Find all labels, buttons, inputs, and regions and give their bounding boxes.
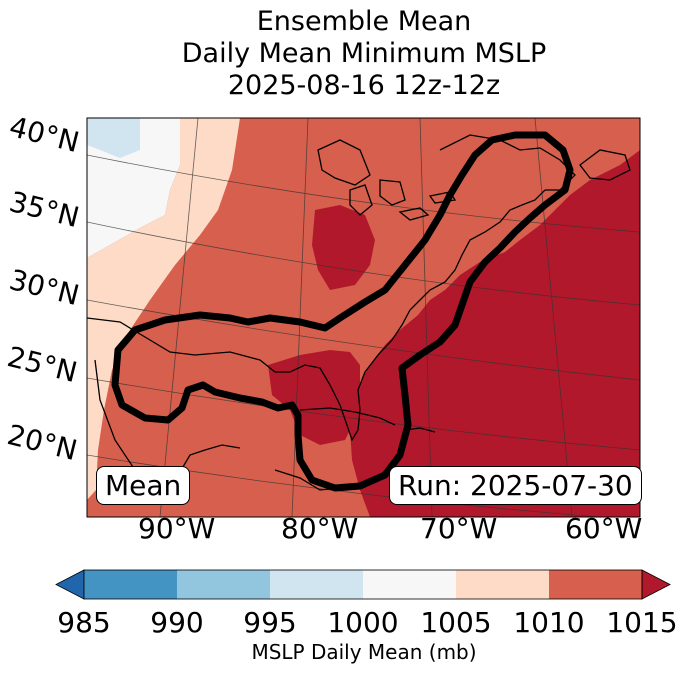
- mean-badge: Mean: [96, 466, 191, 505]
- colorbar-tick-1015: 1015: [606, 606, 678, 639]
- colorbar: [55, 569, 671, 600]
- colorbar-bin-1010-1015: [549, 570, 642, 599]
- nova-scotia-coastline: [579, 149, 631, 181]
- colorbar-bin-990-995: [177, 570, 270, 599]
- colorbar-tick-990: 990: [150, 606, 204, 639]
- colorbar-title: MSLP Daily Mean (mb): [251, 640, 477, 664]
- title-line-3: 2025-08-16 12z-12z: [227, 70, 501, 101]
- lon-label-70w: 70°W: [420, 512, 498, 545]
- great-lakes-superior: [317, 139, 371, 186]
- map-panel: [86, 117, 641, 518]
- colorbar-bin-1005-1010: [456, 570, 549, 599]
- meridian-60w: [534, 118, 573, 517]
- run-date-badge: Run: 2025-07-30: [389, 466, 642, 505]
- great-lakes-huron: [379, 179, 406, 206]
- field-995-1000: [87, 118, 140, 158]
- lon-label-90w: 90°W: [138, 512, 216, 545]
- title-line-1: Ensemble Mean: [256, 6, 472, 37]
- great-lakes-ontario: [428, 191, 457, 204]
- colorbar-bin-1000-1005: [363, 570, 456, 599]
- us-east-gulf-coastline: [87, 189, 546, 442]
- graticule: [87, 118, 640, 517]
- parallel-40n: [87, 154, 640, 233]
- great-lakes-michigan: [349, 184, 373, 216]
- great-lakes-erie: [398, 207, 430, 221]
- colorbar-extend-low: [55, 569, 85, 600]
- colorbar-tick-985: 985: [57, 606, 111, 639]
- colorbar-bin-985-990: [84, 570, 177, 599]
- parallel-30n: [87, 299, 640, 381]
- field-gt-1015-inland: [312, 205, 375, 290]
- colorbar-tick-1000: 1000: [327, 606, 399, 639]
- pressure-field: [87, 118, 640, 517]
- meridian-70w: [419, 118, 433, 517]
- colorbar-tick-1005: 1005: [420, 606, 492, 639]
- colorbar-border: [83, 569, 643, 600]
- colorbar-tick-1010: 1010: [513, 606, 585, 639]
- colorbar-tick-995: 995: [243, 606, 297, 639]
- colorbar-extend-high: [641, 569, 671, 600]
- parallel-35n: [87, 221, 640, 306]
- field-gt-1015-east: [350, 150, 640, 517]
- map-frame: [86, 117, 641, 518]
- probability-contour: [111, 131, 574, 492]
- field-1005-1010: [87, 118, 240, 500]
- lon-label-80w: 80°W: [281, 512, 359, 545]
- title-line-2: Daily Mean Minimum MSLP: [181, 38, 547, 69]
- colorbar-bin-995-1000: [270, 570, 363, 599]
- parallel-25n: [87, 377, 640, 451]
- lon-label-60w: 60°W: [565, 512, 643, 545]
- field-gt-1015-florida: [268, 350, 360, 445]
- cuba-coastline: [299, 407, 396, 426]
- meridian-80w: [291, 118, 309, 517]
